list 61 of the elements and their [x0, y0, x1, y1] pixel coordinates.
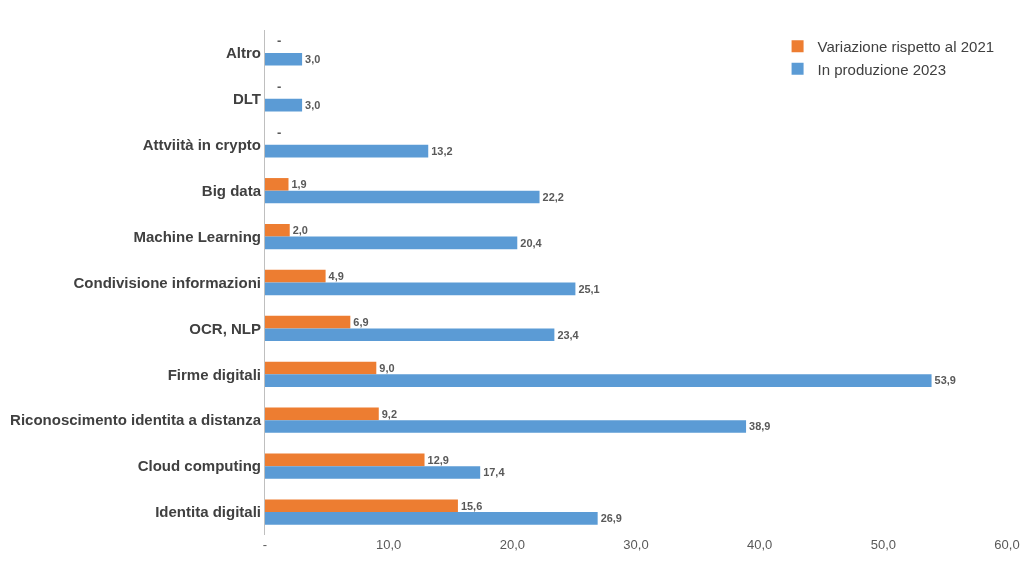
data-label: 22,2	[542, 190, 564, 203]
text: -	[277, 125, 282, 140]
bar	[265, 453, 425, 467]
bar	[265, 178, 289, 191]
legend-label: In produzione 2023	[817, 60, 947, 78]
data-label: 9,0	[379, 361, 395, 374]
bar	[265, 512, 598, 525]
y-tick-label: OCR, NLP	[189, 319, 261, 337]
data-label: 12,9	[427, 453, 449, 466]
y-tick-label: Machine Learning	[133, 227, 261, 245]
y-tick-label: Big data	[201, 181, 262, 199]
data-label: 3,0	[305, 53, 321, 66]
x-tick-label: 60,0	[994, 537, 1020, 552]
y-tick-label: Riconoscimento identita a distanza	[10, 411, 262, 429]
data-label: 4,9	[328, 269, 344, 282]
x-tick-label: -	[262, 537, 268, 552]
data-label: 1,9	[291, 178, 307, 191]
y-tick-label: Attviità in crypto	[142, 136, 261, 154]
data-label: 25,1	[578, 282, 600, 295]
bar	[265, 499, 458, 513]
data-label: 23,4	[557, 328, 580, 341]
bar	[265, 223, 290, 237]
data-label: 53,9	[934, 374, 956, 387]
y-tick-label: DLT	[232, 90, 261, 108]
data-label: 3,0	[305, 98, 321, 111]
data-label: 26,9	[600, 512, 622, 525]
bar	[265, 144, 429, 158]
bar	[265, 282, 576, 296]
x-tick-label: 30,0	[623, 537, 649, 552]
y-tick-label: Altro	[226, 44, 261, 62]
y-tick-label: Cloud computing	[137, 457, 261, 475]
bar	[265, 236, 518, 250]
data-label: 2,0	[292, 224, 308, 237]
data-label: 17,4	[483, 466, 506, 479]
data-label: 15,6	[460, 499, 483, 512]
x-tick-label: 50,0	[870, 537, 896, 552]
bar	[265, 361, 377, 375]
data-label: 6,9	[353, 315, 369, 328]
bar	[265, 98, 303, 112]
data-label: 9,2	[381, 407, 397, 420]
data-label: 38,9	[749, 420, 771, 433]
data-label: 13,2	[431, 144, 453, 157]
bar	[265, 190, 540, 204]
bar	[265, 466, 481, 479]
data-label: 20,4	[520, 236, 543, 249]
bar	[265, 315, 351, 329]
bar	[265, 407, 379, 421]
legend-label: Variazione rispetto al 2021	[817, 38, 995, 56]
x-tick-label: 40,0	[747, 537, 773, 552]
y-tick-label: Identita digitali	[155, 503, 261, 521]
y-tick-label: Firme digitali	[167, 365, 261, 383]
bar	[265, 52, 303, 66]
x-tick-label: 10,0	[376, 537, 402, 552]
y-tick-label: Condivisione informazioni	[73, 273, 261, 291]
text: -	[277, 79, 282, 94]
bar	[265, 269, 326, 283]
bar	[265, 420, 747, 433]
bar	[265, 374, 932, 387]
bar	[265, 328, 555, 342]
text: -	[277, 33, 282, 48]
x-tick-label: 20,0	[499, 537, 525, 552]
